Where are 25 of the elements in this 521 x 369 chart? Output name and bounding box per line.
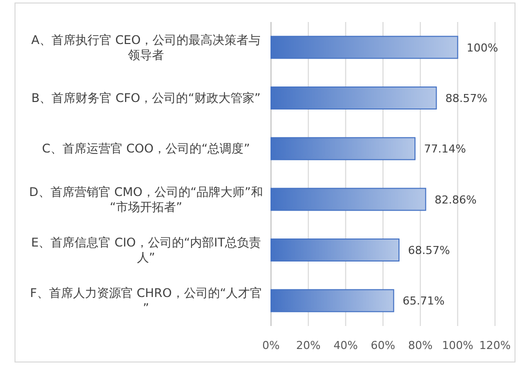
y-tick-label: A、首席执行官 CEO，公司的最高决策者与领导者 — [31, 32, 261, 62]
bar — [270, 137, 416, 160]
data-label: 88.57% — [445, 92, 488, 105]
data-label: 100% — [466, 41, 498, 54]
x-tick-label: 40% — [333, 339, 358, 352]
y-tick-label: B、首席财务官 CFO，公司的“财政大管家” — [31, 91, 261, 105]
bar — [270, 289, 394, 312]
y-tick-label: E、首席信息官 CIO，公司的“内部IT总负责人” — [31, 236, 261, 264]
bar — [270, 238, 400, 262]
y-tick-label: C、首席运营官 COO，公司的“总调度” — [42, 142, 250, 156]
x-tick-label: 60% — [370, 339, 396, 352]
x-tick-label: 100% — [442, 339, 474, 352]
data-label: 82.86% — [434, 193, 477, 206]
x-tick-label: 80% — [408, 339, 433, 352]
x-tick-label: 20% — [296, 339, 321, 352]
bar — [270, 188, 426, 211]
data-label: 65.71% — [402, 294, 445, 308]
bar — [270, 86, 437, 110]
x-tick-label: 0% — [262, 339, 280, 352]
x-tick-label: 120% — [479, 339, 511, 352]
bar — [270, 36, 458, 59]
y-tick-label: D、首席营销官 CMO，公司的“品牌大师”和“市场开拓者” — [29, 184, 263, 214]
data-label: 68.57% — [408, 244, 450, 257]
y-tick-label: F、首席人力资源官 CHRO，公司的“人才官” — [30, 286, 262, 316]
data-label: 77.14% — [424, 142, 466, 156]
